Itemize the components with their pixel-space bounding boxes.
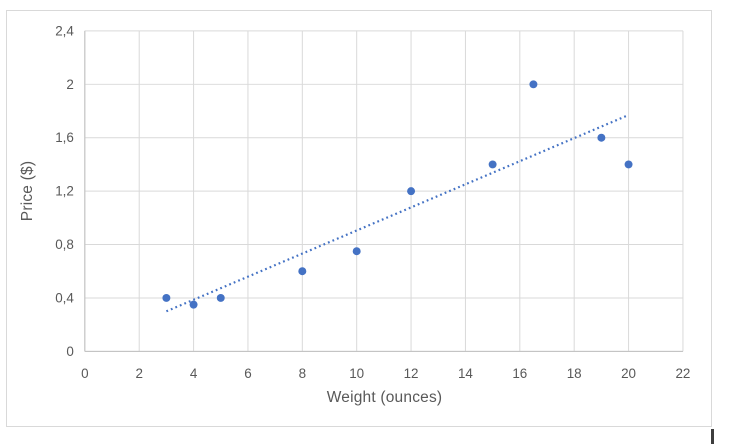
data-point — [162, 293, 171, 302]
x-tick-label: 12 — [404, 366, 419, 381]
x-tick-label: 2 — [135, 366, 142, 381]
data-point — [597, 133, 606, 142]
x-tick-label: 6 — [244, 366, 251, 381]
data-point — [298, 267, 307, 276]
plot-area: 0 0,4 0,8 1,2 1,6 2 2,4 0 2 4 6 8 10 12 14 16 18 20 22 — [55, 23, 690, 381]
data-point — [488, 160, 497, 169]
y-tick-label: 1,6 — [55, 130, 74, 145]
x-tick-label: 20 — [621, 366, 636, 381]
text-cursor — [711, 429, 714, 444]
x-tick-label: 10 — [349, 366, 364, 381]
x-axis-title: Weight (ounces) — [326, 389, 443, 406]
y-tick-label: 2,4 — [55, 23, 74, 38]
data-point — [624, 160, 633, 169]
x-tick-label: 16 — [512, 366, 527, 381]
scatter-chart[interactable]: 0 0,4 0,8 1,2 1,6 2 2,4 0 2 4 6 8 10 12 14 16 18 20 22 Wei… — [6, 10, 712, 427]
data-point — [529, 80, 538, 89]
data-point — [407, 187, 416, 196]
trendline — [165, 114, 629, 313]
data-point — [216, 293, 225, 302]
x-tick-label: 4 — [190, 366, 198, 381]
x-tick-label: 18 — [567, 366, 582, 381]
y-axis-title: Price ($) — [19, 160, 36, 222]
y-tick-label: 0 — [66, 344, 73, 359]
data-point — [189, 300, 198, 309]
data-point — [352, 247, 361, 256]
x-tick-label: 8 — [299, 366, 306, 381]
x-tick-label: 14 — [458, 366, 473, 381]
y-tick-label: 2 — [66, 77, 73, 92]
x-tick-label: 0 — [81, 366, 88, 381]
y-tick-label: 0,4 — [55, 290, 74, 305]
y-tick-label: 0,8 — [55, 237, 74, 252]
x-tick-label: 22 — [675, 366, 690, 381]
y-tick-label: 1,2 — [55, 184, 74, 199]
